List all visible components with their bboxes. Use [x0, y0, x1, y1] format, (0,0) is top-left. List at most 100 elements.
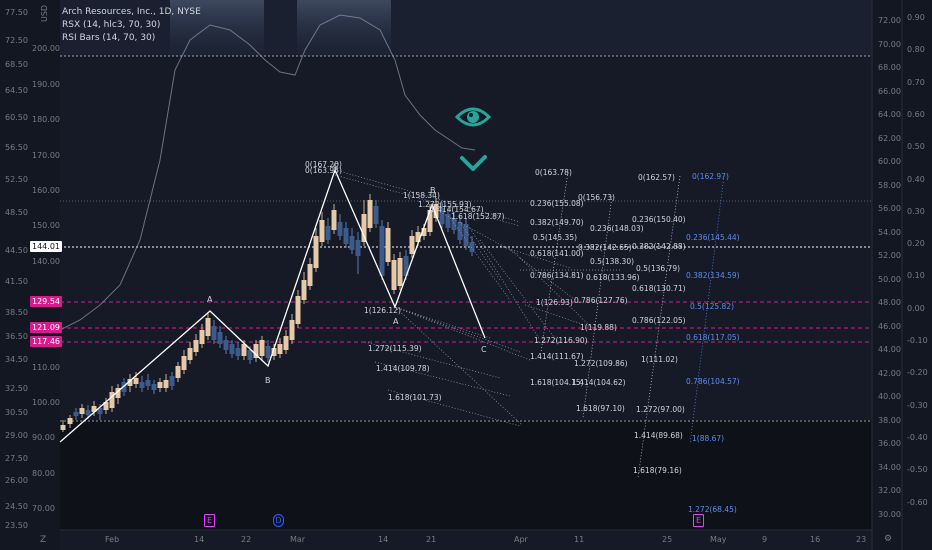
right-axis-tick: -0.40 [907, 432, 928, 442]
time-axis-label[interactable]: Feb [105, 535, 120, 544]
symbol-title[interactable]: Arch Resources, Inc., 1D, NYSE [62, 7, 201, 17]
fib-level-label: 0.786(122.05) [632, 316, 686, 325]
eye-icon[interactable] [454, 107, 492, 127]
time-axis-label[interactable]: 21 [426, 535, 437, 544]
fib-level-label: 0.786(127.76) [574, 296, 628, 305]
event-marker[interactable]: D [273, 514, 284, 527]
overbought-band [297, 0, 391, 56]
candle-body [60, 425, 66, 430]
candle-body [433, 204, 439, 218]
indicator-rsx-label[interactable]: RSX (14, hlc3, 70, 30) [62, 20, 161, 30]
fib-level-label: 1.272(68.45) [688, 505, 737, 514]
candle-body [151, 384, 157, 390]
right-axis-tick: 54.00 [878, 227, 901, 237]
time-axis-label[interactable]: 9 [762, 535, 768, 544]
fib-level-label: 0(163.95) [305, 166, 342, 175]
fib-level-label: 0.236(155.08) [530, 199, 584, 208]
time-axis-label[interactable]: May [710, 535, 727, 544]
right-axis-tick: 68.00 [878, 63, 901, 72]
fib-level-label: 0.382(142.88) [632, 242, 686, 251]
candle-body [85, 410, 91, 415]
fib-level-label: 1.272(97.00) [636, 405, 685, 414]
fib-ray [334, 169, 521, 223]
corner-z-label[interactable]: Z [40, 535, 47, 545]
left-axis-tick: 48.50 [5, 208, 28, 217]
candle-body [403, 256, 409, 276]
time-axis-label[interactable]: Apr [514, 535, 528, 544]
fib-level-label: 0(162.57) [638, 173, 675, 182]
event-marker[interactable]: E [204, 514, 215, 527]
candle-body [397, 258, 403, 286]
right-axis-tick: 72.00 [878, 16, 901, 25]
fib-level-label: 1(119.88) [580, 323, 617, 332]
time-axis-label[interactable]: 16 [810, 535, 821, 544]
fib-level-label: 0.5(125.82) [690, 302, 735, 311]
candle-body [349, 236, 355, 250]
fib-ray [394, 306, 531, 361]
fib-projection-rays [334, 169, 620, 427]
right-axis-tick: -0.10 [907, 336, 928, 345]
candle-body [307, 264, 313, 286]
candle-body [97, 408, 103, 414]
right-axis-tick: 38.00 [878, 415, 901, 425]
fib-level-label: 1.618(104.15) [530, 378, 584, 387]
fib-level-label: 1.414(109.78) [376, 364, 430, 373]
candle-body [451, 218, 457, 230]
inner-axis-tick: 150.00 [32, 221, 60, 230]
right-axis-tick: 58.00 [878, 180, 901, 190]
fib-ray [387, 389, 521, 427]
time-axis-label[interactable]: 11 [574, 535, 585, 544]
fib-level-label: 0(156.73) [578, 193, 615, 202]
candle-body [247, 350, 253, 360]
indicator-rsi-bars-label[interactable]: RSI Bars (14, 70, 30) [62, 33, 156, 43]
candle-body [361, 214, 367, 242]
candle-body [271, 348, 277, 356]
candle-body [373, 206, 379, 224]
left-axis-tick: 56.50 [5, 143, 28, 152]
right-axis-tick: 0.10 [907, 271, 925, 281]
candle-body [301, 280, 307, 300]
right-axis-tick: -0.60 [907, 497, 928, 507]
right-axis-tick: 34.00 [878, 462, 901, 472]
fib-level-label: 0(163.78) [535, 168, 572, 177]
candle-body [421, 228, 427, 236]
candle-body [469, 242, 475, 252]
candle-body [157, 382, 163, 388]
candle-body [109, 392, 115, 408]
fib-ray [394, 306, 523, 426]
time-axis-label[interactable]: 25 [662, 535, 673, 544]
fib-ray [524, 304, 601, 331]
settings-gear-icon[interactable]: ⚙ [884, 534, 893, 544]
fib-level-label: 0.5(136.79) [636, 264, 681, 273]
wave-label: B [430, 186, 436, 195]
time-axis-label[interactable]: 14 [194, 535, 205, 544]
candle-body [121, 382, 127, 392]
rsx-line [59, 14, 476, 331]
inner-axis-tick: 200.00 [32, 44, 60, 53]
fib-level-label: 1(111.02) [641, 355, 678, 364]
left-axis-tick: 44.50 [5, 246, 28, 255]
candle-body [253, 344, 259, 358]
time-axis-label[interactable]: 14 [378, 535, 389, 544]
inner-axis-tick: 140.00 [32, 257, 60, 266]
fib-level-label: 0.618(117.05) [686, 333, 740, 342]
fib-level-label: 1.414(104.62) [572, 378, 626, 387]
candle-body [175, 366, 181, 378]
fib-level-label: 1(158.34) [403, 191, 440, 200]
candle-body [277, 344, 283, 354]
inner-axis-tick: 80.00 [32, 469, 55, 478]
inner-axis-tick: 70.00 [32, 504, 55, 513]
candle-body [265, 346, 271, 358]
right-axis-tick: 0.70 [907, 77, 925, 87]
time-axis-label[interactable]: Mar [290, 535, 306, 544]
fib-ray [499, 245, 571, 269]
time-axis-label[interactable]: 22 [241, 535, 252, 544]
left-axis-tick: 29.00 [5, 431, 28, 440]
candle-body [445, 214, 451, 228]
right-axis-tick: 0.00 [907, 303, 925, 313]
candle-body [313, 236, 319, 268]
time-axis-label[interactable]: 23 [856, 535, 867, 544]
fib-level-label: 1(126.93) [536, 298, 573, 307]
event-marker[interactable]: E [693, 514, 704, 527]
